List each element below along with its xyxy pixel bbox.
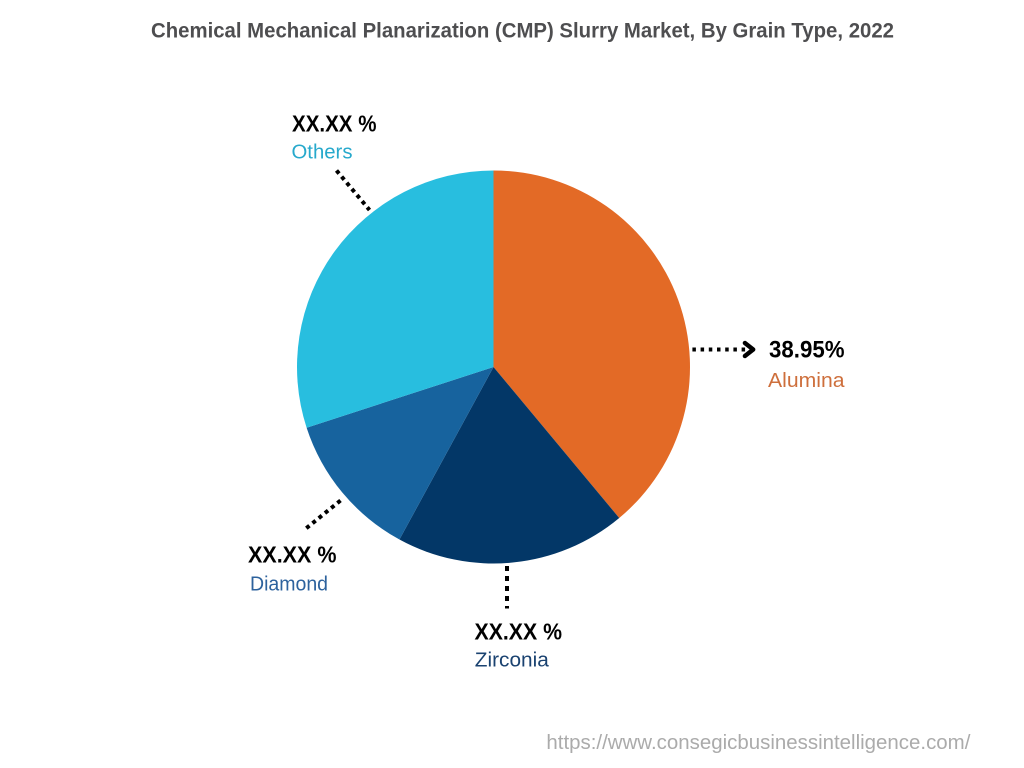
svg-text:Chemical Mechanical Planarizat: Chemical Mechanical Planarization (CMP) …: [151, 19, 894, 43]
svg-text:https://www.consegicbusinessin: https://www.consegicbusinessintelligence…: [546, 731, 970, 754]
svg-text:Diamond: Diamond: [250, 573, 328, 595]
svg-text:Zirconia: Zirconia: [475, 649, 550, 671]
svg-text:38.95%: 38.95%: [769, 337, 845, 364]
svg-text:XX.XX %: XX.XX %: [292, 110, 377, 136]
svg-text:XX.XX %: XX.XX %: [475, 618, 563, 644]
svg-text:Others: Others: [292, 142, 353, 164]
svg-text:Alumina: Alumina: [768, 369, 845, 392]
svg-text:XX.XX %: XX.XX %: [248, 541, 337, 567]
